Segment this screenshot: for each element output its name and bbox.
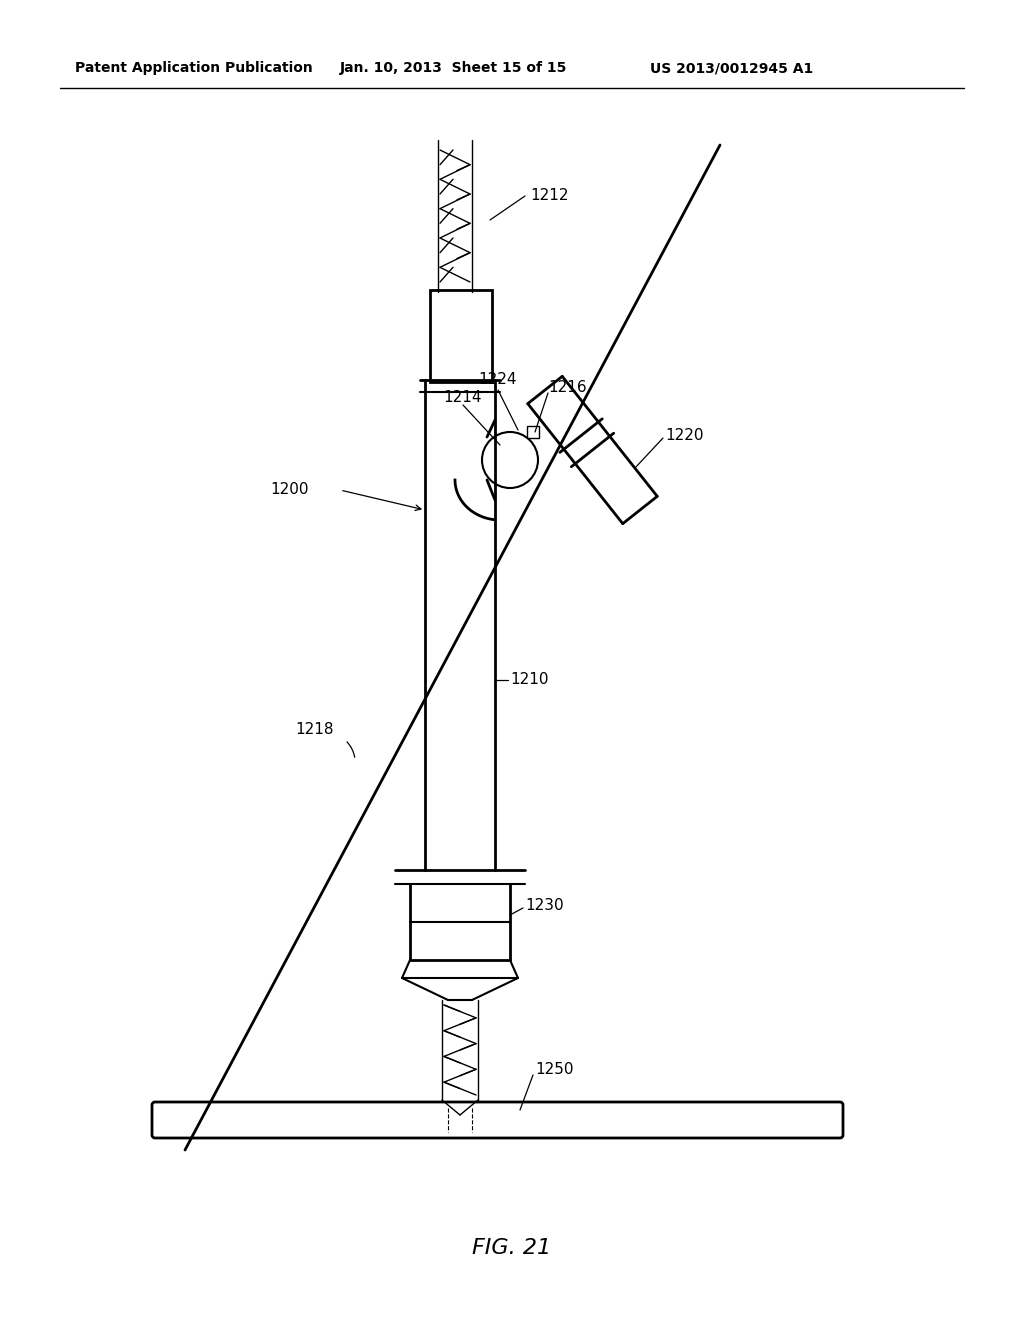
Text: FIG. 21: FIG. 21 xyxy=(472,1238,552,1258)
FancyBboxPatch shape xyxy=(152,1102,843,1138)
Text: 1230: 1230 xyxy=(525,898,563,912)
Text: US 2013/0012945 A1: US 2013/0012945 A1 xyxy=(650,61,813,75)
Text: 1216: 1216 xyxy=(548,380,587,396)
Text: 1200: 1200 xyxy=(270,483,308,498)
Text: 1212: 1212 xyxy=(530,189,568,203)
Text: Patent Application Publication: Patent Application Publication xyxy=(75,61,312,75)
Text: 1214: 1214 xyxy=(443,391,481,405)
Text: 1220: 1220 xyxy=(665,428,703,442)
Text: 1250: 1250 xyxy=(535,1063,573,1077)
Text: 1218: 1218 xyxy=(295,722,334,738)
Text: 1224: 1224 xyxy=(478,372,516,388)
Bar xyxy=(430,290,492,381)
Text: 1210: 1210 xyxy=(510,672,549,688)
Text: Jan. 10, 2013  Sheet 15 of 15: Jan. 10, 2013 Sheet 15 of 15 xyxy=(340,61,567,75)
Circle shape xyxy=(482,432,538,488)
Bar xyxy=(527,426,539,438)
